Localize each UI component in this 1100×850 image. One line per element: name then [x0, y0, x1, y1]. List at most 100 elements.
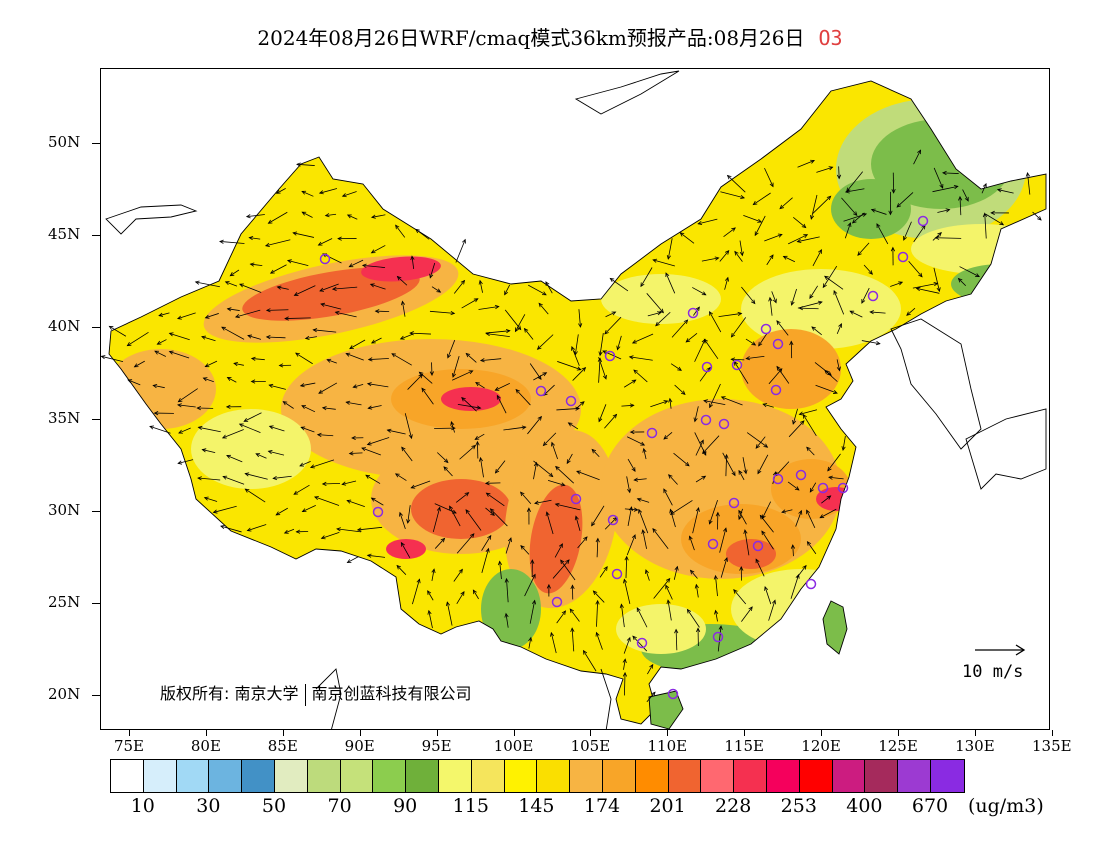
- wind-arrow: [528, 636, 533, 649]
- station-marker: [604, 350, 616, 362]
- station-marker: [772, 338, 784, 350]
- legend-label: 201: [649, 795, 686, 817]
- wind-arrow: [528, 284, 547, 296]
- wind-arrow: [674, 628, 679, 651]
- wind-arrow: [757, 454, 769, 475]
- wind-arrow: [694, 583, 699, 598]
- concentration-patch: [242, 267, 420, 321]
- wind-arrow: [286, 259, 309, 267]
- wind-arrow: [472, 589, 479, 600]
- wind-arrow: [331, 286, 358, 291]
- wind-arrow: [421, 387, 434, 405]
- wind-arrow: [814, 362, 832, 376]
- wind-arrow: [560, 559, 576, 581]
- wind-arrow: [177, 403, 196, 408]
- wind-arrow: [272, 475, 292, 481]
- wind-arrow: [226, 377, 237, 383]
- wind-arrow: [374, 309, 390, 314]
- wind-arrow: [890, 246, 896, 266]
- coastlines: [105, 70, 1047, 729]
- wind-arrow: [301, 504, 316, 513]
- wind-arrow: [275, 507, 288, 516]
- wind-arrow: [742, 457, 748, 475]
- wind-arrow: [404, 413, 413, 440]
- wind-arrow: [399, 334, 413, 340]
- wind-arrow: [455, 238, 466, 263]
- wind-arrow: [957, 277, 967, 287]
- wind-arrow: [484, 481, 501, 486]
- wind-arrow: [981, 182, 987, 194]
- wind-arrow: [234, 309, 261, 319]
- wind-arrow: [349, 339, 366, 350]
- legend-swatch: [701, 760, 735, 792]
- wind-arrow: [394, 473, 407, 481]
- concentration-patch: [741, 329, 841, 409]
- lon-tick: [359, 730, 361, 736]
- wind-arrow: [153, 411, 174, 416]
- wind-arrow: [1025, 171, 1031, 195]
- wind-arrow: [598, 404, 607, 423]
- wind-arrow: [293, 484, 310, 495]
- wind-arrow: [282, 401, 294, 409]
- city-stations: [319, 215, 929, 700]
- wind-arrow: [556, 406, 581, 411]
- lon-label-120E: 120E: [801, 737, 841, 755]
- wind-arrow: [686, 608, 700, 628]
- wind-arrow: [591, 448, 600, 457]
- wind-arrow: [621, 403, 635, 408]
- wind-arrow: [912, 281, 939, 289]
- lat-tick: [92, 511, 100, 512]
- wind-arrow: [247, 334, 262, 340]
- station-marker: [319, 253, 331, 265]
- copyright-org2: 南京创蓝科技有限公司: [311, 684, 472, 703]
- wind-arrow: [572, 367, 587, 381]
- wind-arrow: [768, 296, 773, 316]
- concentration-patch: [601, 274, 721, 324]
- wind-arrow: [720, 191, 746, 200]
- wind-arrow: [265, 335, 286, 340]
- wind-arrow: [545, 511, 554, 535]
- wind-arrow: [638, 508, 649, 534]
- wind-arrow: [336, 527, 362, 533]
- wind-arrow: [764, 233, 783, 242]
- wind-arrow: [334, 310, 357, 318]
- wind-arrow: [695, 439, 704, 456]
- wind-arrow: [626, 534, 636, 556]
- wind-arrow: [628, 355, 653, 361]
- lat-tick: [92, 419, 100, 420]
- wind-arrow: [724, 453, 729, 477]
- wind-arrow: [844, 222, 852, 239]
- wind-arrow: [320, 302, 342, 310]
- wind-arrow: [370, 245, 386, 254]
- wind-arrow: [485, 331, 510, 338]
- wind-arrow: [401, 446, 413, 462]
- copyright-separator: [304, 683, 306, 706]
- wind-arrow: [503, 425, 527, 431]
- wind-arrow: [738, 469, 745, 481]
- legend-swatch: [832, 760, 866, 792]
- wind-arrow: [367, 357, 389, 362]
- wind-arrow: [418, 371, 433, 384]
- wind-arrow: [701, 256, 720, 262]
- legend-swatch: [766, 760, 800, 792]
- wind-arrow: [827, 453, 841, 472]
- wind-arrow: [352, 383, 364, 389]
- wind-arrow: [201, 335, 216, 342]
- station-marker: [570, 493, 582, 505]
- legend-swatch: [373, 760, 407, 792]
- wind-arrow: [739, 240, 744, 257]
- wind-arrow: [221, 429, 244, 439]
- wind-arrow: [876, 223, 889, 245]
- lon-label-135E: 135E: [1032, 737, 1072, 755]
- station-marker: [837, 482, 849, 494]
- wind-arrow: [312, 328, 337, 333]
- lon-label-110E: 110E: [647, 737, 688, 755]
- wind-arrow: [743, 529, 750, 556]
- wind-arrow: [870, 208, 887, 215]
- wind-arrow: [224, 281, 238, 287]
- copyright-note: 版权所有: 南京大学 南京创蓝科技有限公司: [160, 680, 472, 706]
- wind-arrow: [219, 239, 245, 244]
- wind-arrow: [597, 357, 602, 383]
- wind-arrow: [915, 287, 940, 294]
- wind-arrow: [1032, 211, 1042, 221]
